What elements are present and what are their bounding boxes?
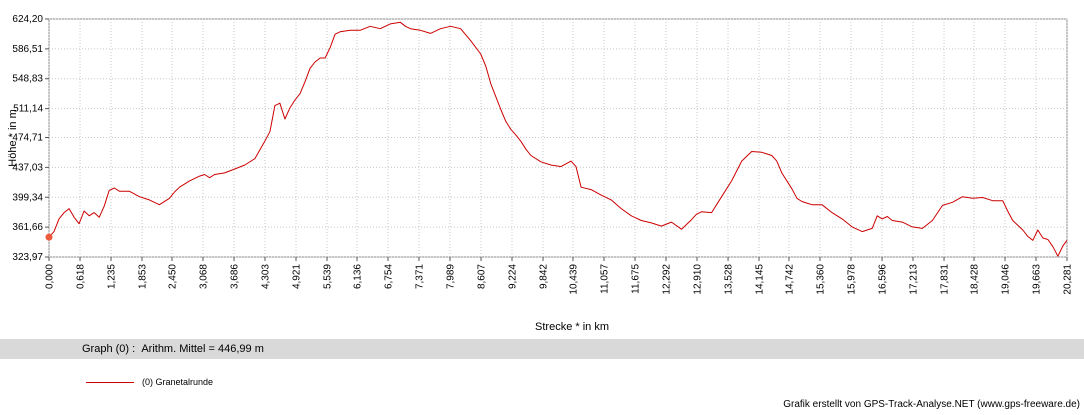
legend-label: (0) Granetalrunde	[142, 377, 214, 387]
elevation-chart: 624,20 586,51 548,83 511,14 474,71 437,03 399,…	[7, 14, 1074, 333]
x-tick-label: 4,303	[260, 264, 271, 289]
x-tick-label: 2,450	[167, 264, 178, 289]
x-tick-label: 17,213	[909, 264, 920, 295]
x-tick-label: 13,528	[724, 264, 735, 295]
x-axis-ticks: 0,000 0,618 1,235 1,853 2,450 3,068 3,686 4,303…	[45, 257, 1074, 295]
x-tick-label: 3,686	[230, 264, 241, 289]
x-tick-label: 9,842	[539, 264, 550, 289]
x-tick-label: 0,000	[45, 264, 56, 289]
y-tick-label: 437,03	[12, 162, 43, 173]
x-tick-label: 11,675	[631, 264, 642, 294]
y-tick-label: 474,71	[12, 133, 43, 144]
x-tick-label: 7,371	[414, 264, 425, 289]
y-tick-label: 511,14	[13, 104, 43, 115]
x-tick-label: 11,057	[600, 264, 611, 294]
x-tick-label: 19,046	[1001, 264, 1012, 295]
x-tick-label: 7,989	[446, 264, 457, 289]
x-tick-label: 12,910	[693, 264, 704, 295]
x-tick-label: 10,439	[568, 264, 579, 295]
legend-swatch	[86, 382, 134, 383]
x-tick-label: 14,742	[784, 264, 795, 295]
x-tick-label: 5,539	[323, 264, 334, 289]
x-tick-label: 15,978	[847, 264, 858, 295]
x-tick-label: 6,136	[352, 264, 363, 289]
x-axis-title: Strecke * in km	[535, 321, 609, 333]
x-tick-label: 8,607	[477, 264, 488, 289]
x-tick-label: 4,921	[292, 264, 303, 289]
x-tick-label: 14,145	[755, 264, 766, 295]
x-tick-label: 0,618	[76, 264, 87, 289]
x-tick-label: 12,292	[661, 264, 672, 295]
y-tick-label: 399,34	[12, 192, 43, 203]
x-tick-label: 9,224	[507, 264, 518, 289]
x-tick-label: 16,596	[878, 264, 889, 295]
x-tick-label: 20,281	[1063, 264, 1074, 295]
y-tick-label: 624,20	[12, 14, 43, 25]
x-tick-label: 1,235	[106, 264, 117, 289]
x-tick-label: 6,754	[384, 264, 395, 289]
summary-bar: Graph (0) : Arithm. Mittel = 446,99 m	[0, 339, 1084, 359]
y-tick-label: 361,66	[12, 222, 43, 233]
y-axis-ticks: 624,20 586,51 548,83 511,14 474,71 437,03 399,…	[12, 14, 49, 263]
summary-text: Graph (0) : Arithm. Mittel = 446,99 m	[82, 343, 264, 355]
y-tick-label: 548,83	[12, 74, 43, 85]
x-tick-label: 3,068	[198, 264, 209, 289]
x-tick-label: 19,663	[1031, 264, 1042, 295]
x-tick-label: 17,831	[940, 264, 951, 295]
y-tick-label: 586,51	[12, 44, 43, 55]
plot-frame	[48, 18, 1068, 258]
x-tick-label: 1,853	[138, 264, 149, 289]
series-line-0	[48, 21, 1068, 257]
credit-text: Grafik erstellt von GPS-Track-Analyse.NE…	[783, 399, 1080, 410]
summary-prefix: Graph (0) :	[82, 343, 136, 355]
series-layer	[45, 21, 1068, 257]
x-tick-label: 15,360	[815, 264, 826, 295]
start-marker	[45, 233, 53, 241]
y-tick-label: 323,97	[12, 252, 43, 263]
gridlines	[48, 18, 1068, 258]
x-tick-label: 18,428	[969, 264, 980, 295]
summary-value: Arithm. Mittel = 446,99 m	[141, 343, 264, 355]
y-axis-title: Höhe * in m	[7, 109, 19, 166]
